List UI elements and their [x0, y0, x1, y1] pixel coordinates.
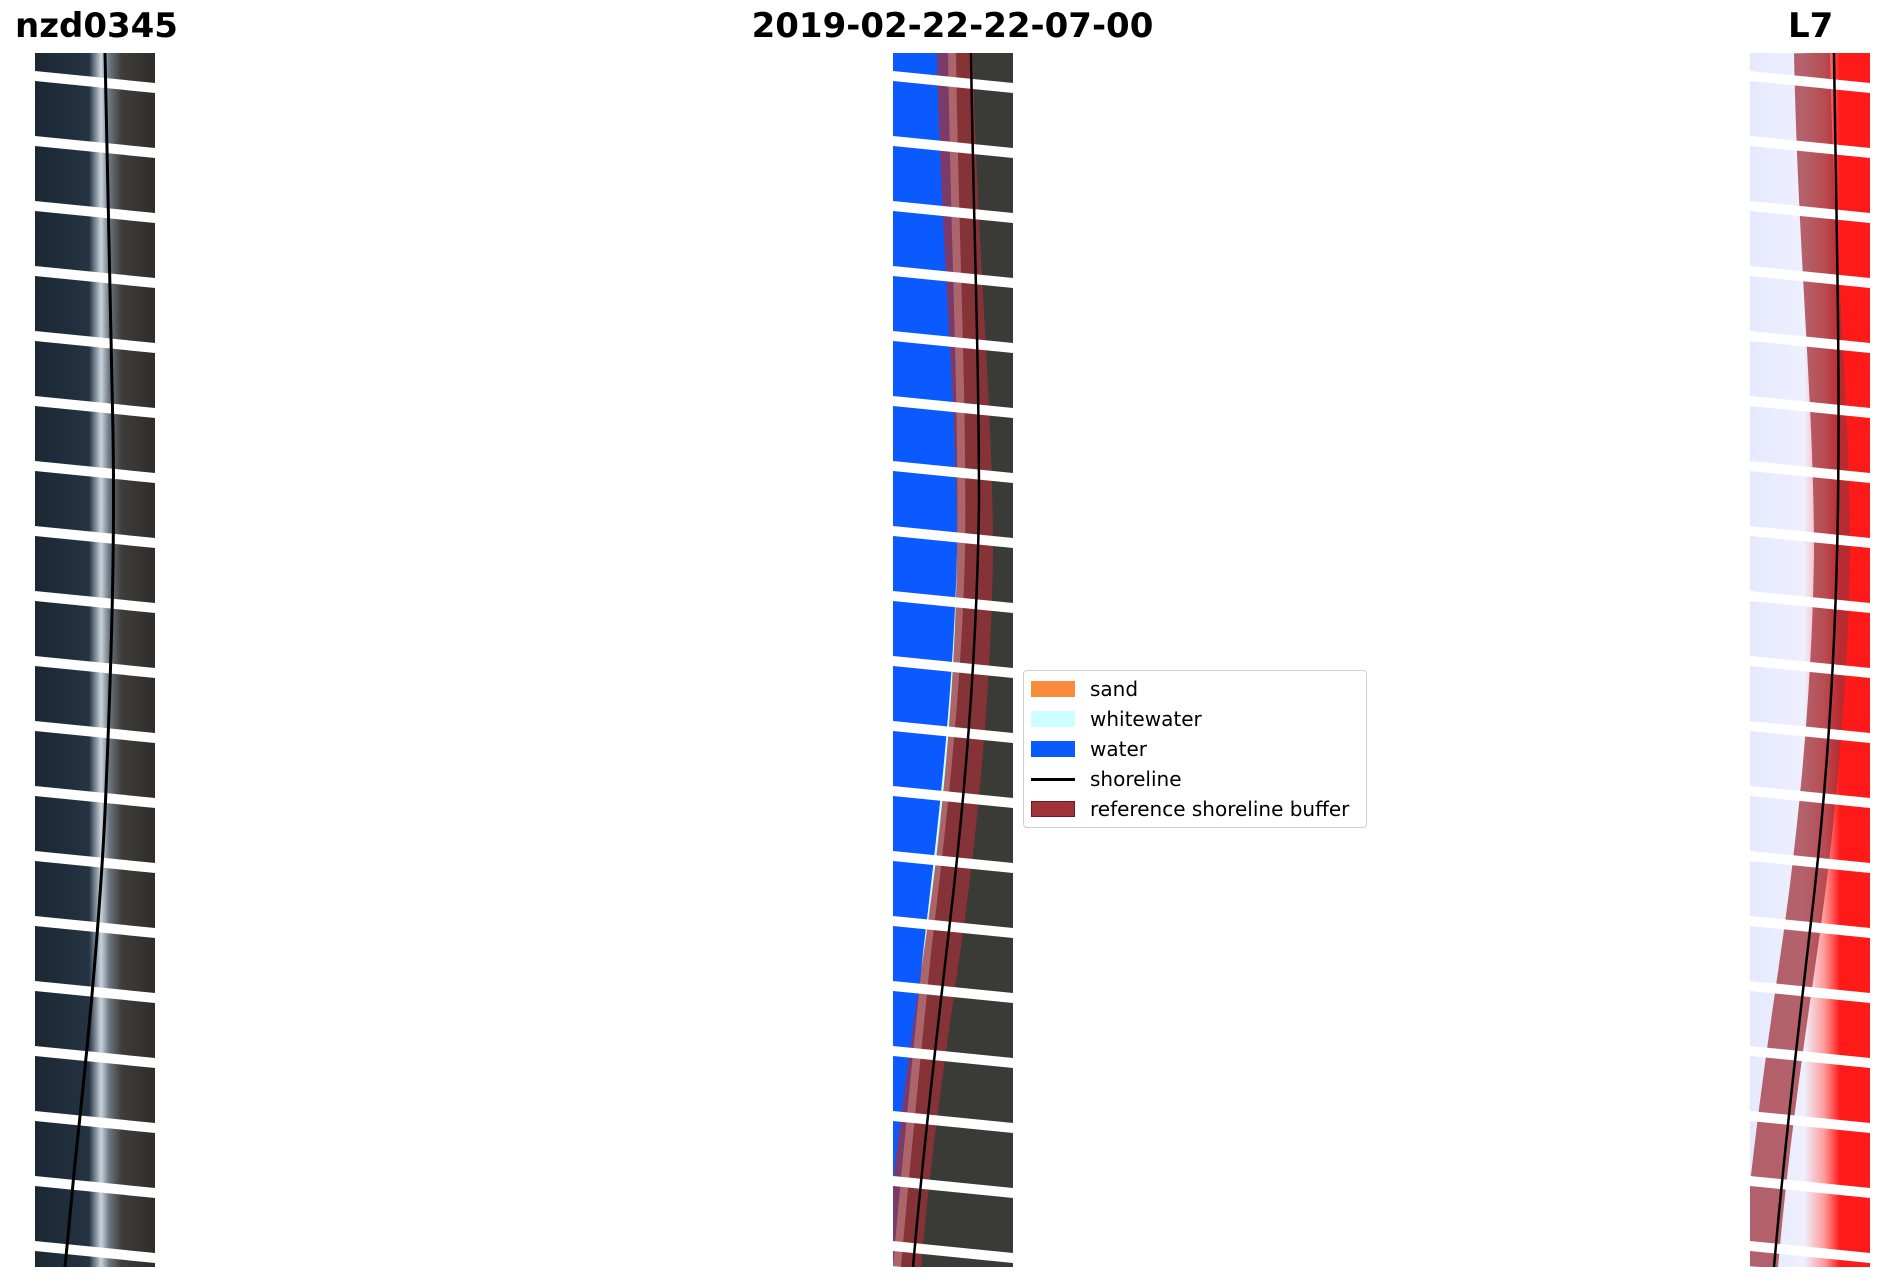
satellite-title: L7 [1788, 6, 1834, 46]
legend-item-whitewater: whitewater [1024, 704, 1366, 734]
classification-panel [893, 53, 1013, 1267]
legend: sand whitewater water shoreline referenc… [1023, 670, 1367, 828]
shoreline-line-swatch [1031, 777, 1075, 781]
legend-item-buffer: reference shoreline buffer [1024, 794, 1366, 824]
index-map-panel [1750, 53, 1870, 1267]
date-title: 2019-02-22-22-07-00 [751, 6, 1154, 46]
legend-label: sand [1090, 677, 1139, 701]
sand-swatch [1031, 681, 1075, 697]
legend-label: shoreline [1090, 767, 1182, 791]
whitewater-swatch [1031, 711, 1075, 727]
legend-label: reference shoreline buffer [1090, 797, 1350, 821]
legend-item-water: water [1024, 734, 1366, 764]
legend-label: water [1090, 737, 1147, 761]
legend-label: whitewater [1090, 707, 1202, 731]
site-title: nzd0345 [15, 6, 178, 46]
water-swatch [1031, 741, 1075, 757]
buffer-swatch [1031, 801, 1075, 817]
rgb-image-panel [35, 53, 155, 1267]
legend-item-sand: sand [1024, 674, 1366, 704]
legend-item-shoreline: shoreline [1024, 764, 1366, 794]
